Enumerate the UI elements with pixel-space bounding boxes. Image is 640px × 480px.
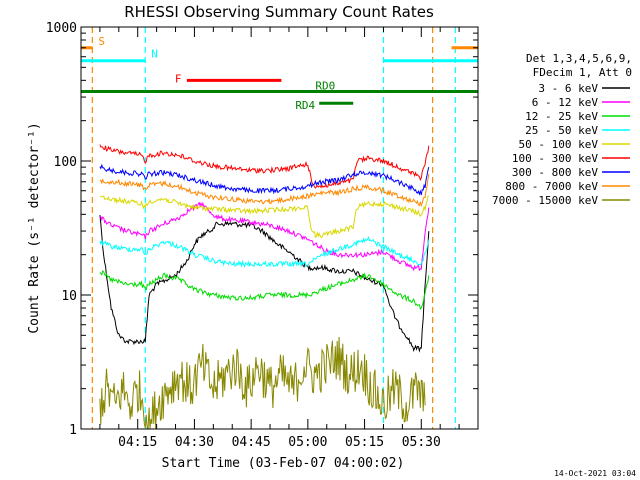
legend-label-100-300-kev: 100 - 300 keV bbox=[512, 152, 598, 165]
y-tick-label: 1 bbox=[69, 423, 77, 438]
x-tick-label: 04:30 bbox=[175, 435, 214, 450]
chart-title: RHESSI Observing Summary Count Rates bbox=[124, 3, 434, 21]
data-series bbox=[99, 144, 430, 430]
flag-label-rd0: RD0 bbox=[315, 80, 335, 93]
series-line-50-100-kev bbox=[99, 195, 430, 239]
series-line-100-300-kev bbox=[99, 144, 430, 189]
legend-label-3-6-kev: 3 - 6 keV bbox=[538, 82, 598, 95]
y-axis-label: Count Rate (s⁻¹ detector⁻¹) bbox=[27, 122, 42, 333]
flag-label-rd4: RD4 bbox=[295, 99, 315, 112]
legend-header-detectors: Det 1,3,4,5,6,9, bbox=[526, 52, 632, 65]
series-line-6-12-kev bbox=[99, 201, 430, 272]
legend-label-300-800-kev: 300 - 800 keV bbox=[512, 166, 598, 179]
x-axis-label: Start Time (03-Feb-07 04:00:02) bbox=[162, 456, 405, 471]
legend-label-7000-15000-kev: 7000 - 15000 keV bbox=[492, 194, 598, 207]
x-tick-label: 04:45 bbox=[232, 435, 271, 450]
x-tick-label: 05:00 bbox=[288, 435, 327, 450]
x-axis-ticks: 04:15 04:30 04:45 05:00 05:15 05:30 bbox=[99, 27, 460, 450]
flag-label-f: F bbox=[175, 72, 182, 85]
legend-header-decimation: FDecim 1, Att 0 bbox=[533, 66, 632, 79]
y-tick-label: 1000 bbox=[46, 21, 77, 36]
x-tick-label: 05:30 bbox=[402, 435, 441, 450]
generation-timestamp: 14-Oct-2021 03:04 bbox=[554, 469, 636, 478]
series-line-800-7000-kev bbox=[99, 173, 430, 208]
y-axis-ticks: 1 10 100 1000 bbox=[46, 21, 478, 438]
legend-label-25-50-kev: 25 - 50 keV bbox=[525, 124, 598, 137]
legend-label-12-25-kev: 12 - 25 keV bbox=[525, 110, 598, 123]
series-line-300-800-kev bbox=[99, 163, 430, 196]
plot-frame bbox=[80, 26, 479, 430]
legend: Det 1,3,4,5,6,9, FDecim 1, Att 0 3 - 6 k… bbox=[492, 52, 632, 207]
series-line-7000-15000-kev bbox=[99, 336, 426, 430]
vertical-markers bbox=[91, 27, 456, 429]
y-tick-label: 10 bbox=[61, 289, 77, 304]
legend-label-800-7000-kev: 800 - 7000 keV bbox=[505, 180, 598, 193]
legend-label-50-100-kev: 50 - 100 keV bbox=[519, 138, 599, 151]
x-tick-label: 04:15 bbox=[118, 435, 157, 450]
series-line-12-25-kev bbox=[99, 270, 430, 310]
x-tick-label: 05:15 bbox=[345, 435, 384, 450]
flag-label-s: S bbox=[98, 35, 105, 48]
legend-label-6-12-kev: 6 - 12 keV bbox=[532, 96, 599, 109]
y-tick-label: 100 bbox=[54, 155, 77, 170]
series-line-25-50-kev bbox=[99, 236, 430, 268]
flag-label-n: N bbox=[151, 48, 158, 61]
